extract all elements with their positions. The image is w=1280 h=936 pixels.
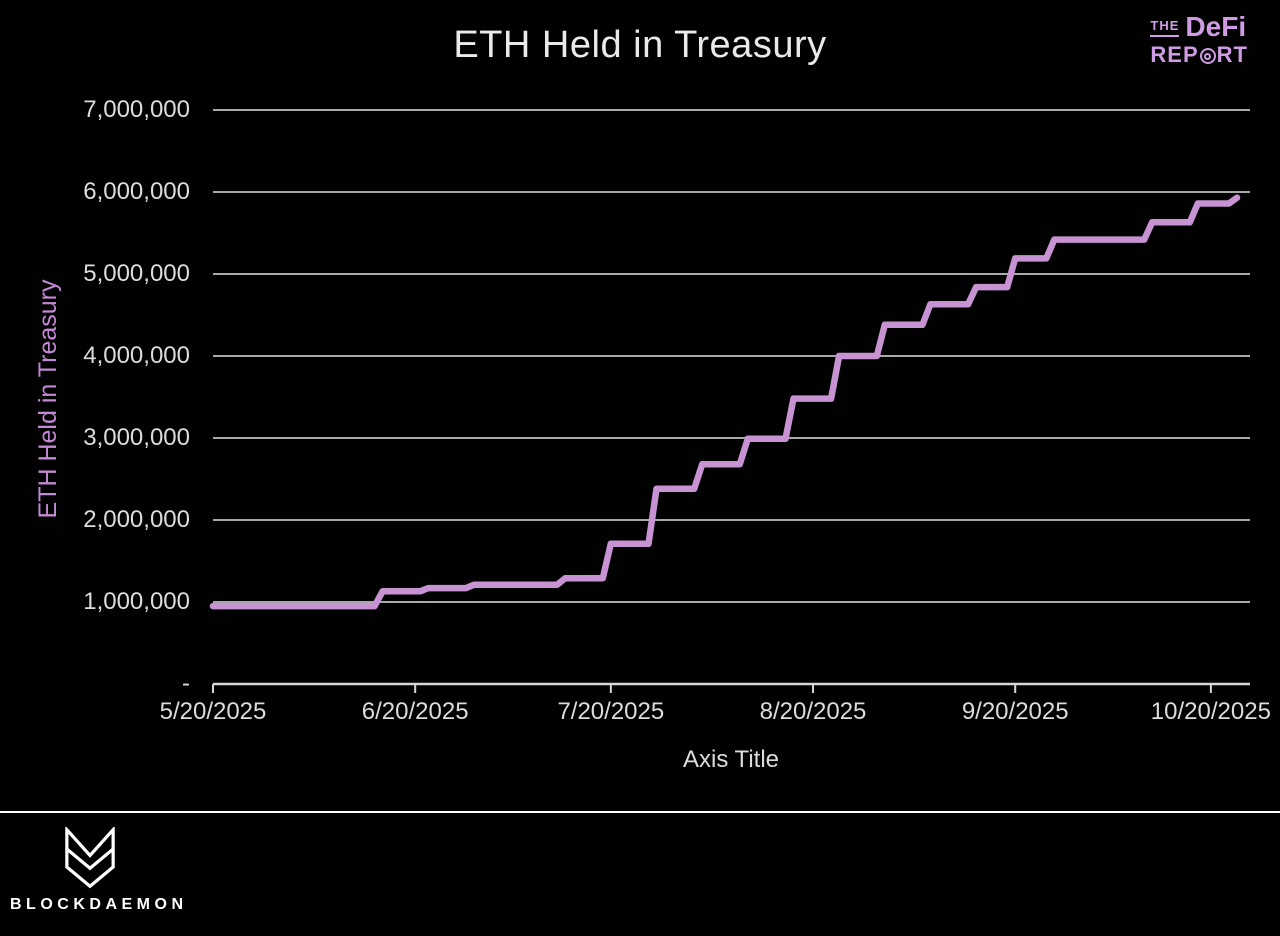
y-tick-label: 1,000,000 (83, 588, 190, 615)
target-icon (1199, 48, 1216, 64)
footer-divider (0, 811, 1280, 813)
y-tick-label: 2,000,000 (83, 506, 190, 533)
blockdaemon-wordmark: BLOCKDAEMON (10, 896, 188, 913)
x-tick-label: 6/20/2025 (361, 698, 469, 725)
x-tick-label: 5/20/2025 (159, 698, 267, 725)
page-title: ETH Held in Treasury (453, 24, 827, 66)
treasury-line-chart (209, 109, 1250, 693)
defi-logo-rt: RT (1216, 42, 1248, 67)
y-tick-label: 3,000,000 (83, 424, 190, 451)
x-tick-label: 8/20/2025 (759, 698, 867, 725)
defi-logo-defi: DeFi (1185, 11, 1247, 42)
defi-logo-row1: THE DeFi (1150, 13, 1248, 41)
y-axis-title: ETH Held in Treasury (34, 279, 62, 519)
y-tick-label: 4,000,000 (83, 342, 190, 369)
y-tick-label: 7,000,000 (83, 96, 190, 123)
y-tick-label: 5,000,000 (83, 260, 190, 287)
defi-logo-rep: REP (1150, 42, 1199, 67)
x-tick-label: 9/20/2025 (961, 698, 1069, 725)
x-tick-label: 7/20/2025 (557, 698, 665, 725)
x-axis-title: Axis Title (682, 746, 780, 773)
defi-report-logo: THE DeFi REP RT (1150, 13, 1248, 68)
defi-logo-the: THE (1150, 18, 1180, 37)
x-tick-label: 10/20/2025 (1150, 698, 1271, 725)
defi-logo-row2: REP RT (1150, 42, 1248, 68)
y-tick-label: - (182, 670, 190, 697)
blockdaemon-fox-icon (65, 827, 115, 889)
y-tick-label: 6,000,000 (83, 178, 190, 205)
eth-treasury-series-line (209, 194, 1241, 610)
